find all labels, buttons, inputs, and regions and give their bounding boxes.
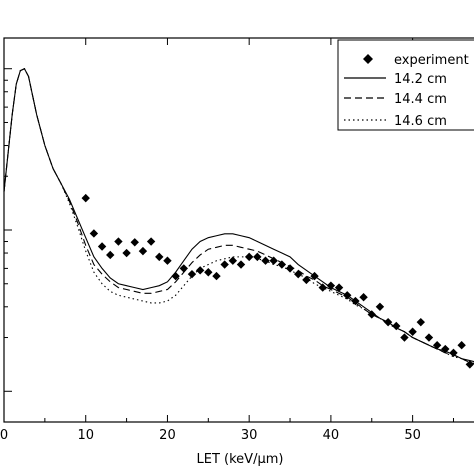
experiment-point xyxy=(383,317,393,327)
legend-label-14-6: 14.6 cm xyxy=(394,114,447,129)
x-tick-label: 20 xyxy=(159,428,176,443)
experiment-point xyxy=(236,260,246,269)
x-tick-label: 50 xyxy=(404,428,421,443)
x-tick-label: 0 xyxy=(0,428,8,443)
experiment-point xyxy=(318,283,327,292)
experiment-point xyxy=(81,193,90,203)
series-layer xyxy=(3,67,474,369)
experiment-point xyxy=(130,238,139,247)
experiment-point xyxy=(269,256,278,265)
experiment-point xyxy=(155,252,164,262)
experiment-point xyxy=(359,293,368,302)
experiment-point xyxy=(244,252,254,262)
experiment-point xyxy=(432,341,442,350)
experiment-point xyxy=(375,302,385,311)
series-line-14-6-cm xyxy=(3,67,474,365)
experiment-point xyxy=(163,256,172,265)
experiment-point xyxy=(179,264,188,273)
experiment-point xyxy=(310,271,319,281)
experiment-point xyxy=(171,271,180,281)
experiment-point xyxy=(441,344,450,354)
experiment-point xyxy=(277,260,287,269)
experiment-point xyxy=(294,269,303,279)
legend-box xyxy=(337,39,474,131)
experiment-point xyxy=(449,348,458,358)
experiment-point xyxy=(122,248,131,258)
experiment-point xyxy=(220,260,229,269)
experiment-point xyxy=(204,268,213,277)
experiment-point xyxy=(334,283,344,292)
experiment-point xyxy=(212,271,221,281)
experiment-point xyxy=(408,327,417,336)
experiment-point xyxy=(326,281,336,290)
x-tick-label: 10 xyxy=(77,428,94,443)
experiment-point xyxy=(367,310,376,319)
experiment-point xyxy=(424,333,434,342)
experiment-point xyxy=(285,264,295,273)
experiment-point xyxy=(138,246,148,256)
experiment-point xyxy=(187,269,197,279)
legend-label-14-2: 14.2 cm xyxy=(394,72,447,87)
experiment-point xyxy=(253,252,262,262)
x-axis-ticks: 0 10 20 30 40 50 xyxy=(0,38,454,443)
legend: experiment 14.2 cm 14.4 cm 14.6 cm xyxy=(337,39,474,131)
x-tick-label: 40 xyxy=(323,428,340,443)
experiment-point xyxy=(392,321,401,331)
experiment-point xyxy=(97,242,107,251)
experiment-point xyxy=(416,317,425,327)
experiment-point xyxy=(351,296,360,306)
x-axis-label: LET (keV/µm) xyxy=(197,452,284,467)
experiment-point xyxy=(89,229,99,238)
legend-marker-experiment xyxy=(363,54,373,64)
experiment-point xyxy=(228,256,238,265)
x-tick-label: 30 xyxy=(241,428,258,443)
experiment-point xyxy=(302,275,311,285)
experiment-point xyxy=(146,237,156,246)
legend-label-experiment: experiment xyxy=(394,53,469,68)
experiment-point xyxy=(114,237,123,246)
experiment-point xyxy=(195,266,205,275)
experiment-point xyxy=(457,341,466,350)
experiment-point xyxy=(261,256,270,265)
y-axis-ticks xyxy=(4,68,12,392)
experiment-point xyxy=(465,360,474,369)
legend-label-14-4: 14.4 cm xyxy=(394,92,447,107)
experiment-point xyxy=(400,333,409,342)
experiment-point xyxy=(343,291,352,300)
experiment-point xyxy=(106,250,115,260)
